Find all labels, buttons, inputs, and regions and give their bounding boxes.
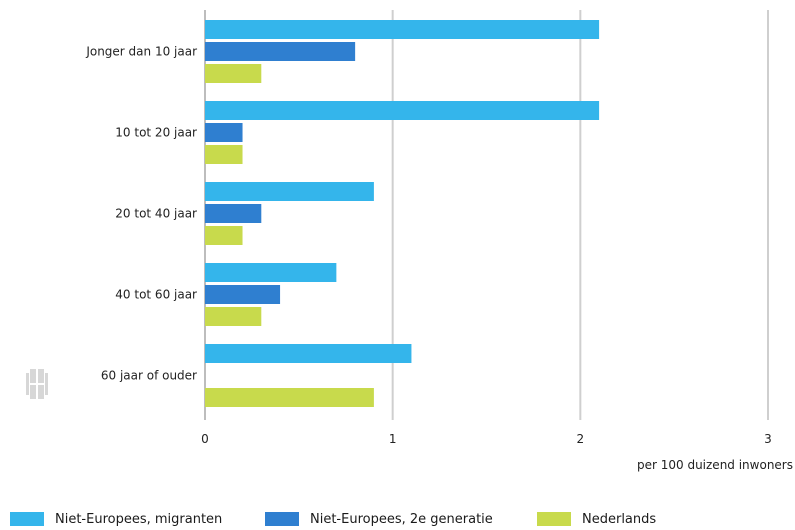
x-tick-label: 1: [389, 432, 397, 446]
bar-niet-europees-2e-generatie-40-tot-60-jaar: [205, 285, 281, 304]
bar-nederlands-40-tot-60-jaar: [205, 307, 262, 326]
bar-nederlands-jonger-dan-10-jaar: [205, 64, 262, 83]
bar-niet-europees-migranten-10-tot-20-jaar: [205, 101, 600, 120]
x-tick-label: 0: [201, 432, 209, 446]
legend-swatch-niet-europees-2e-generatie: [265, 512, 299, 526]
x-axis-ticks: 0 1 2 3: [201, 432, 772, 446]
legend-swatch-nederlands: [537, 512, 571, 526]
category-label: 60 jaar of ouder: [101, 369, 197, 383]
bar-niet-europees-2e-generatie-20-tot-40-jaar: [205, 204, 262, 223]
bar-niet-europees-migranten-40-tot-60-jaar: [205, 263, 337, 282]
bar-niet-europees-migranten-20-tot-40-jaar: [205, 182, 374, 201]
bar-niet-europees-migranten-jonger-dan-10-jaar: [205, 20, 600, 39]
bar-nederlands-10-tot-20-jaar: [205, 145, 243, 164]
legend-swatch-niet-europees-migranten: [10, 512, 44, 526]
x-tick-label: 2: [577, 432, 585, 446]
bars-layer: [205, 20, 600, 407]
bar-niet-europees-2e-generatie-jonger-dan-10-jaar: [205, 42, 356, 61]
category-label: Jonger dan 10 jaar: [85, 45, 197, 59]
legend-label-niet-europees-migranten: Niet-Europees, migranten: [55, 512, 222, 526]
bar-niet-europees-2e-generatie-10-tot-20-jaar: [205, 123, 243, 142]
bar-nederlands-20-tot-40-jaar: [205, 226, 243, 245]
x-axis-label: per 100 duizend inwoners: [637, 458, 793, 472]
bar-niet-europees-migranten-60-jaar-of-ouder: [205, 344, 412, 363]
legend-label-nederlands: Nederlands: [582, 512, 656, 526]
legend: Niet-Europees, migranten Niet-Europees, 2…: [10, 512, 656, 527]
category-label: 20 tot 40 jaar: [115, 207, 197, 221]
legend-label-niet-europees-2e-generatie: Niet-Europees, 2e generatie: [310, 512, 493, 526]
bar-nederlands-60-jaar-of-ouder: [205, 388, 374, 407]
x-tick-label: 3: [764, 432, 772, 446]
category-label: 40 tot 60 jaar: [115, 288, 197, 302]
cbs-logo-icon: [26, 369, 48, 399]
category-labels: Jonger dan 10 jaar 10 tot 20 jaar 20 tot 4…: [85, 45, 197, 383]
category-label: 10 tot 20 jaar: [115, 126, 197, 140]
